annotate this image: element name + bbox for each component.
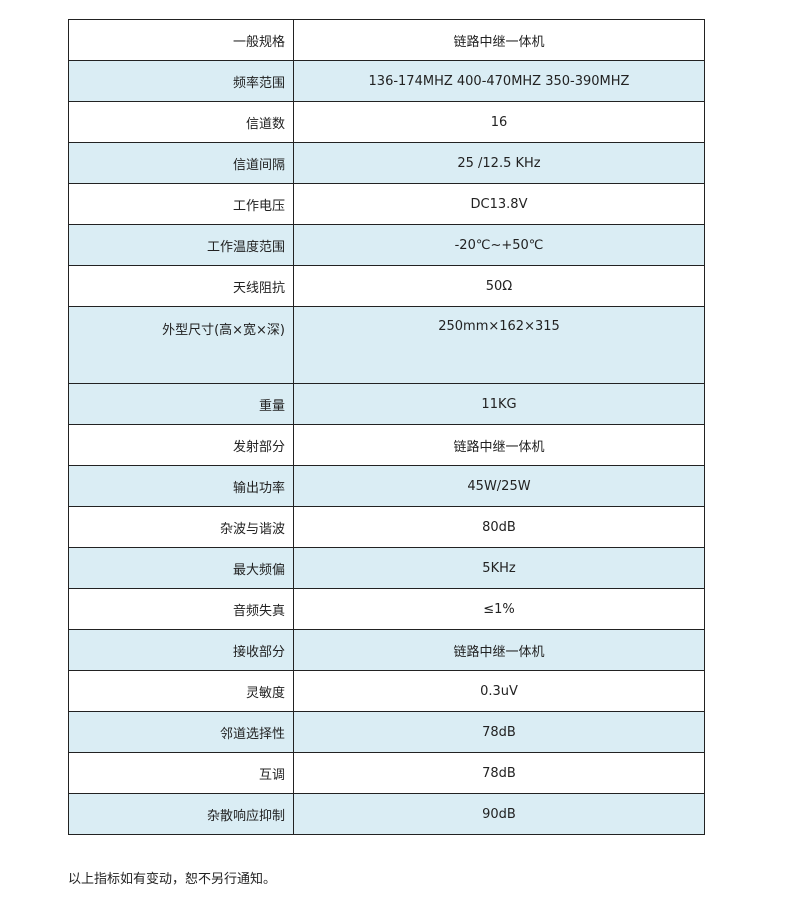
- spec-label: 工作电压: [68, 183, 294, 225]
- spec-value: 78dB: [293, 711, 705, 753]
- table-row: 信道数 16: [68, 101, 705, 143]
- spec-label: 天线阻抗: [68, 265, 294, 307]
- spec-label: 杂波与谐波: [68, 506, 294, 548]
- spec-label: 输出功率: [68, 465, 294, 507]
- spec-label: 最大频偏: [68, 547, 294, 589]
- spec-label: 信道间隔: [68, 142, 294, 184]
- table-row: 外型尺寸(高×宽×深) 250mm×162×315: [68, 306, 705, 384]
- table-row: 灵敏度 0.3uV: [68, 670, 705, 712]
- table-row: 最大频偏 5KHz: [68, 547, 705, 589]
- table-row: 信道间隔 25 /12.5 KHz: [68, 142, 705, 184]
- spec-value: 80dB: [293, 506, 705, 548]
- spec-label: 音频失真: [68, 588, 294, 630]
- spec-value: 50Ω: [293, 265, 705, 307]
- spec-value: 5KHz: [293, 547, 705, 589]
- spec-label: 一般规格: [68, 19, 294, 61]
- table-row: 工作电压 DC13.8V: [68, 183, 705, 225]
- table-row: 输出功率 45W/25W: [68, 465, 705, 507]
- table-row: 发射部分 链路中继一体机: [68, 424, 705, 466]
- table-row: 频率范围 136-174MHZ 400-470MHZ 350-390MHZ: [68, 60, 705, 102]
- spec-value: 11KG: [293, 383, 705, 425]
- spec-value: 25 /12.5 KHz: [293, 142, 705, 184]
- spec-value: 45W/25W: [293, 465, 705, 507]
- spec-value: 90dB: [293, 793, 705, 835]
- table-row: 一般规格 链路中继一体机: [68, 19, 705, 61]
- table-row: 接收部分 链路中继一体机: [68, 629, 705, 671]
- spec-value: 16: [293, 101, 705, 143]
- spec-value: 0.3uV: [293, 670, 705, 712]
- table-row: 工作温度范围 -20℃~+50℃: [68, 224, 705, 266]
- table-row: 邻道选择性 78dB: [68, 711, 705, 753]
- spec-label: 外型尺寸(高×宽×深): [68, 306, 294, 384]
- spec-label: 频率范围: [68, 60, 294, 102]
- footnote: 以上指标如有变动，恕不另行通知。: [68, 872, 277, 887]
- spec-table: 一般规格 链路中继一体机 频率范围 136-174MHZ 400-470MHZ 350…: [68, 19, 705, 835]
- spec-label: 重量: [68, 383, 294, 425]
- spec-value: DC13.8V: [293, 183, 705, 225]
- table-row: 音频失真 ≤1%: [68, 588, 705, 630]
- spec-label: 互调: [68, 752, 294, 794]
- spec-value: 136-174MHZ 400-470MHZ 350-390MHZ: [293, 60, 705, 102]
- spec-value: -20℃~+50℃: [293, 224, 705, 266]
- spec-label: 杂散响应抑制: [68, 793, 294, 835]
- spec-value: ≤1%: [293, 588, 705, 630]
- spec-label: 发射部分: [68, 424, 294, 466]
- spec-value: 链路中继一体机: [293, 629, 705, 671]
- spec-label: 邻道选择性: [68, 711, 294, 753]
- spec-label: 接收部分: [68, 629, 294, 671]
- table-row: 杂波与谐波 80dB: [68, 506, 705, 548]
- table-row: 重量 11KG: [68, 383, 705, 425]
- spec-value: 250mm×162×315: [293, 306, 705, 384]
- table-row: 杂散响应抑制 90dB: [68, 793, 705, 835]
- spec-label: 信道数: [68, 101, 294, 143]
- spec-label: 工作温度范围: [68, 224, 294, 266]
- spec-value: 链路中继一体机: [293, 19, 705, 61]
- spec-value: 链路中继一体机: [293, 424, 705, 466]
- spec-label: 灵敏度: [68, 670, 294, 712]
- spec-value: 78dB: [293, 752, 705, 794]
- table-row: 天线阻抗 50Ω: [68, 265, 705, 307]
- table-row: 互调 78dB: [68, 752, 705, 794]
